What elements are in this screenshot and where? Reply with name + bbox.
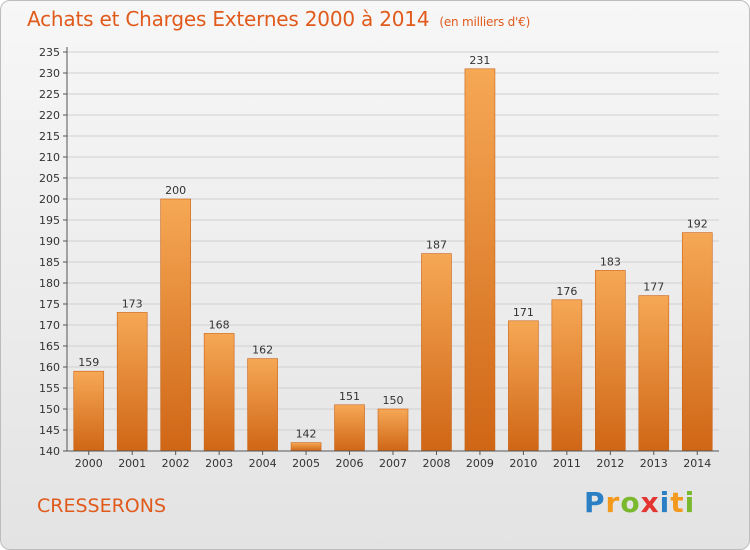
bar-2013 xyxy=(638,295,670,452)
y-tick-label: 205 xyxy=(39,172,60,185)
data-label: 168 xyxy=(209,318,230,331)
y-tick-label: 150 xyxy=(39,403,60,416)
x-tick-label: 2004 xyxy=(249,457,277,470)
y-tick-label: 195 xyxy=(39,214,60,227)
data-label: 162 xyxy=(252,344,273,357)
y-tick-label: 235 xyxy=(39,46,60,59)
data-label: 200 xyxy=(165,184,186,197)
logo-letter: o xyxy=(620,486,641,519)
data-label: 171 xyxy=(513,306,534,319)
x-tick-label: 2012 xyxy=(596,457,624,470)
y-tick-label: 190 xyxy=(39,235,60,248)
data-labels: 159 173 200 168 162 142 151 150 187 231 171 176 183 1… xyxy=(78,54,708,441)
chart-subtitle: (en milliers d'€) xyxy=(439,15,531,29)
bar-2006 xyxy=(334,404,365,452)
data-label: 173 xyxy=(122,297,143,310)
town-name: CRESSERONS xyxy=(37,495,167,517)
bar-2009 xyxy=(464,68,496,452)
y-tick-label: 220 xyxy=(39,109,60,122)
y-tick-label: 145 xyxy=(39,424,60,437)
x-tick-label: 2002 xyxy=(162,457,190,470)
x-tick-label: 2008 xyxy=(422,457,450,470)
data-label: 151 xyxy=(339,390,360,403)
y-tick-label: 180 xyxy=(39,277,60,290)
data-label: 192 xyxy=(687,218,708,231)
logo-letter: r xyxy=(605,486,621,519)
bar-2002 xyxy=(160,198,191,452)
chart-title: Achats et Charges Externes 2000 à 2014 (e… xyxy=(27,7,530,31)
bar-2014 xyxy=(681,232,713,452)
x-tick-label: 2003 xyxy=(205,457,233,470)
x-tick-label: 2006 xyxy=(336,457,364,470)
data-label: 183 xyxy=(600,255,621,268)
data-label: 176 xyxy=(556,285,577,298)
proxiti-logo: Proxiti xyxy=(584,486,695,519)
x-tick-label: 2011 xyxy=(553,457,581,470)
x-axis: 2000 2001 2002 2003 2004 2005 2006 2007 2008 2009… xyxy=(67,450,719,470)
y-tick-label: 170 xyxy=(39,319,60,332)
y-tick-label: 160 xyxy=(39,361,60,374)
y-tick-label: 225 xyxy=(39,88,60,101)
y-tick-label: 210 xyxy=(39,151,60,164)
bar-chart: 159 173 200 168 162 142 151 150 187 231 171 176 183 1… xyxy=(39,46,719,470)
bar-2010 xyxy=(508,320,539,452)
logo-letter: P xyxy=(584,486,606,519)
logo-letter: i xyxy=(659,486,671,519)
data-label: 177 xyxy=(643,281,664,294)
x-tick-label: 2013 xyxy=(640,457,668,470)
data-label: 187 xyxy=(426,239,447,252)
logo-letter: i xyxy=(684,486,696,519)
y-tick-label: 185 xyxy=(39,256,60,269)
y-tick-label: 230 xyxy=(39,67,60,80)
data-label: 142 xyxy=(296,428,317,441)
bar-2007 xyxy=(377,408,409,452)
y-tick-label: 155 xyxy=(39,382,60,395)
x-tick-label: 2010 xyxy=(509,457,537,470)
x-tick-label: 2005 xyxy=(292,457,320,470)
x-tick-label: 2009 xyxy=(466,457,494,470)
y-tick-label: 200 xyxy=(39,193,60,206)
y-tick-label: 215 xyxy=(39,130,60,143)
chart-title-text: Achats et Charges Externes 2000 à 2014 xyxy=(27,7,430,31)
bar-2003 xyxy=(203,333,235,452)
x-tick-label: 2014 xyxy=(683,457,711,470)
bar-2005 xyxy=(290,442,322,452)
data-label: 231 xyxy=(469,54,490,67)
bar-2008 xyxy=(421,253,452,452)
x-tick-label: 2001 xyxy=(118,457,146,470)
logo-letter: t xyxy=(670,486,685,519)
y-tick-label: 140 xyxy=(39,445,60,458)
bar-2012 xyxy=(595,270,626,452)
data-label: 150 xyxy=(383,394,404,407)
bars xyxy=(73,68,713,452)
y-tick-label: 165 xyxy=(39,340,60,353)
bar-2001 xyxy=(116,312,148,452)
x-tick-label: 2000 xyxy=(75,457,103,470)
bar-2000 xyxy=(73,370,105,452)
x-tick-label: 2007 xyxy=(379,457,407,470)
y-axis: 140 145 150 155 160 165 170 175 180 185 190 195 200 2… xyxy=(39,46,68,458)
y-tick-label: 175 xyxy=(39,298,60,311)
bar-2011 xyxy=(551,299,583,452)
bar-2004 xyxy=(247,358,278,452)
data-label: 159 xyxy=(78,356,99,369)
logo-letter: x xyxy=(640,486,660,519)
